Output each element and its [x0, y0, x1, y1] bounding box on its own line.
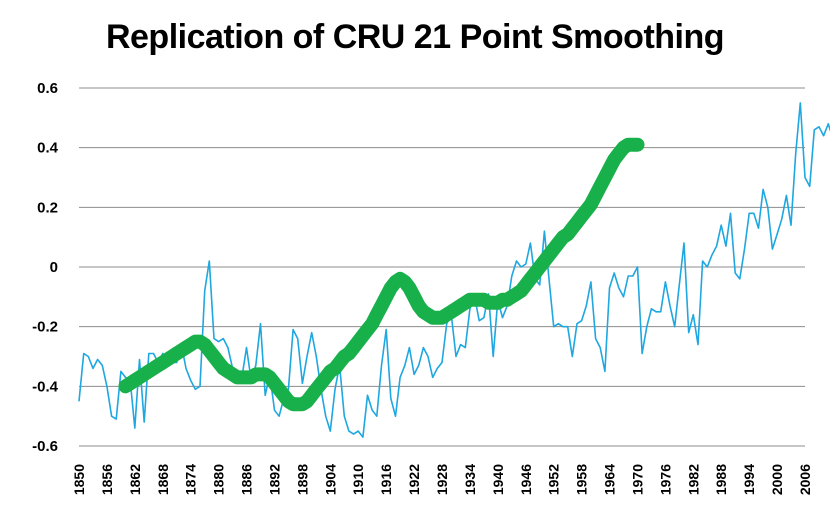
y-axis-tick-labels: 0.6 0.4 0.2 0 -0.2 -0.4 -0.6	[32, 80, 59, 455]
x-tick-label: 1958	[574, 464, 590, 495]
x-tick-label: 2000	[769, 464, 785, 495]
x-tick-label: 1982	[685, 464, 701, 495]
x-tick-label: 1922	[406, 464, 422, 495]
x-tick-label: 1904	[322, 464, 338, 495]
x-tick-label: 1874	[183, 464, 199, 495]
x-axis-tick-labels: 1850 1856 1862 1868 1874 1880 1886 1892 1898 1904…	[71, 464, 813, 495]
x-tick-label: 1964	[602, 464, 618, 495]
x-tick-label: 1940	[490, 464, 506, 495]
x-tick-label: 1928	[434, 464, 450, 495]
y-tick-label: -0.2	[32, 319, 58, 336]
x-tick-label: 1946	[518, 464, 534, 495]
chart-title: Replication of CRU 21 Point Smoothing	[105, 18, 725, 56]
y-tick-label: 0	[50, 259, 58, 276]
y-tick-label: -0.6	[32, 438, 58, 455]
x-tick-label: 1850	[71, 464, 87, 495]
x-tick-label: 1952	[546, 464, 562, 495]
smoothed-series-line	[118, 137, 645, 412]
y-tick-label: -0.4	[32, 378, 59, 395]
x-tick-label: 1916	[378, 464, 394, 495]
y-tick-label: 0.2	[37, 199, 58, 216]
x-tick-label: 1910	[350, 464, 366, 495]
x-tick-label: 1988	[713, 464, 729, 495]
x-tick-label: 1994	[741, 464, 757, 495]
gridlines	[79, 87, 805, 447]
x-tick-label: 1868	[155, 464, 171, 495]
x-tick-label: 1886	[239, 464, 255, 495]
y-tick-label: 0.6	[37, 80, 58, 97]
x-tick-label: 1892	[266, 464, 282, 495]
x-tick-label: 1880	[211, 464, 227, 495]
series-group	[78, 102, 830, 438]
x-tick-label: 1898	[294, 464, 310, 495]
x-tick-label: 1976	[657, 464, 673, 495]
x-tick-label: 2006	[797, 464, 813, 495]
x-tick-label: 1856	[99, 464, 115, 495]
y-tick-label: 0.4	[37, 140, 59, 157]
x-tick-label: 1862	[127, 464, 143, 495]
x-tick-label: 1934	[462, 464, 478, 495]
annual-series-line	[78, 102, 830, 438]
x-tick-label: 1970	[629, 464, 645, 495]
